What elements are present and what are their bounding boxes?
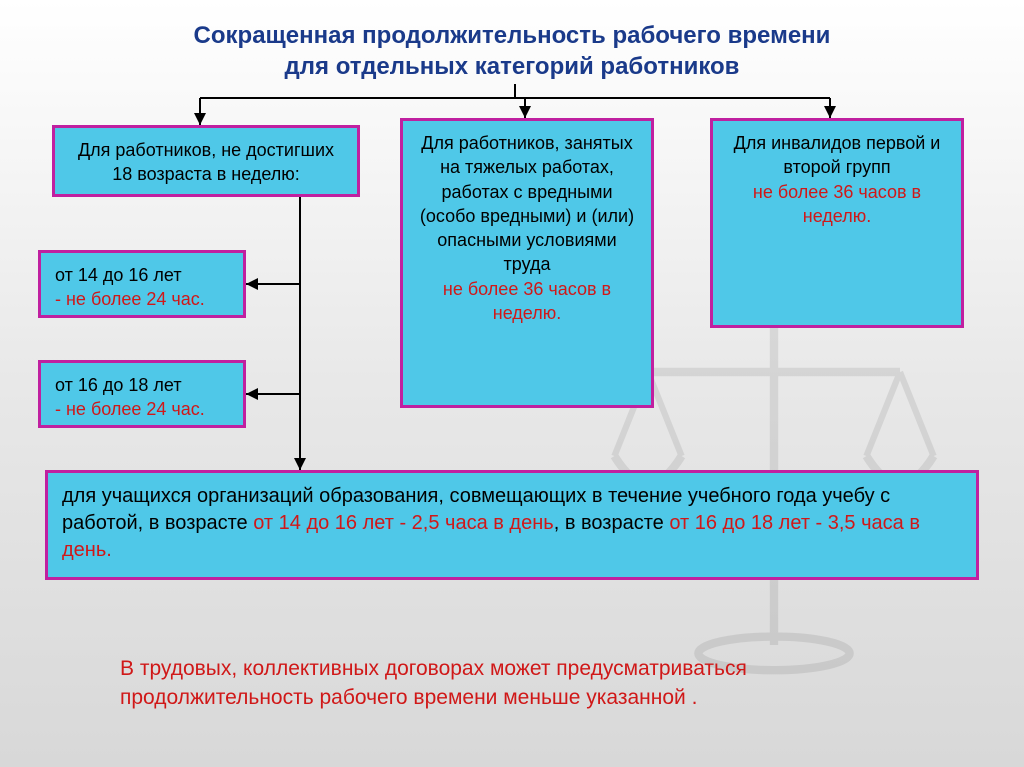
box-under18: Для работников, не достигших 18 возраста… xyxy=(52,125,360,197)
box-hazard: Для работников, занятых на тяжелых работ… xyxy=(400,118,654,408)
footer-note: В трудовых, коллективных договорах может… xyxy=(120,655,904,712)
box-disabled: Для инвалидов первой и второй групп не б… xyxy=(710,118,964,328)
box-age14-red: - не более 24 час. xyxy=(55,289,205,309)
box-students: для учащихся организаций образования, со… xyxy=(45,470,979,580)
box-hazard-red: не более 36 часов в неделю. xyxy=(443,279,611,323)
box-age16-pre: от 16 до 18 лет xyxy=(55,375,182,395)
title-line2: для отдельных категорий работников xyxy=(285,53,740,80)
box-disabled-pre: Для инвалидов первой и второй групп xyxy=(734,133,941,177)
box-hazard-pre: Для работников, занятых на тяжелых работ… xyxy=(420,133,634,274)
box-students-p2: , в возрасте xyxy=(554,512,670,534)
box-under18-text: Для работников, не достигших 18 возраста… xyxy=(78,140,334,184)
box-age14-16: от 14 до 16 лет - не более 24 час. xyxy=(38,250,246,318)
box-disabled-red: не более 36 часов в неделю. xyxy=(753,182,921,226)
title-line1: Сокращенная продолжительность рабочего в… xyxy=(194,22,831,49)
page-title: Сокращенная продолжительность рабочего в… xyxy=(0,20,1024,82)
box-age16-red: - не более 24 час. xyxy=(55,399,205,419)
box-age14-pre: от 14 до 16 лет xyxy=(55,265,182,285)
box-students-r1: от 14 до 16 лет - 2,5 часа в день xyxy=(253,512,553,534)
box-age16-18: от 16 до 18 лет - не более 24 час. xyxy=(38,360,246,428)
